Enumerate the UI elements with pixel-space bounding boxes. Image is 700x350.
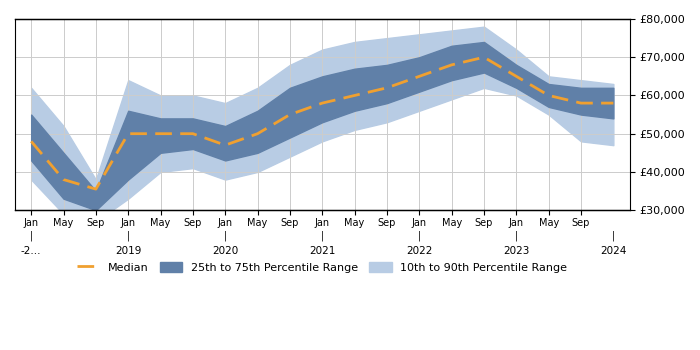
Text: 2019: 2019: [115, 246, 141, 256]
Text: |: |: [223, 231, 227, 241]
Text: |: |: [127, 231, 130, 241]
Text: 2024: 2024: [600, 246, 626, 256]
Legend: Median, 25th to 75th Percentile Range, 10th to 90th Percentile Range: Median, 25th to 75th Percentile Range, 1…: [73, 258, 572, 277]
Text: -2...: -2...: [21, 246, 41, 256]
Text: 2021: 2021: [309, 246, 335, 256]
Text: |: |: [418, 231, 421, 241]
Text: |: |: [321, 231, 324, 241]
Text: 2023: 2023: [503, 246, 529, 256]
Text: |: |: [514, 231, 518, 241]
Text: |: |: [612, 231, 615, 241]
Text: 2022: 2022: [406, 246, 433, 256]
Text: 2020: 2020: [212, 246, 239, 256]
Text: |: |: [29, 231, 33, 241]
